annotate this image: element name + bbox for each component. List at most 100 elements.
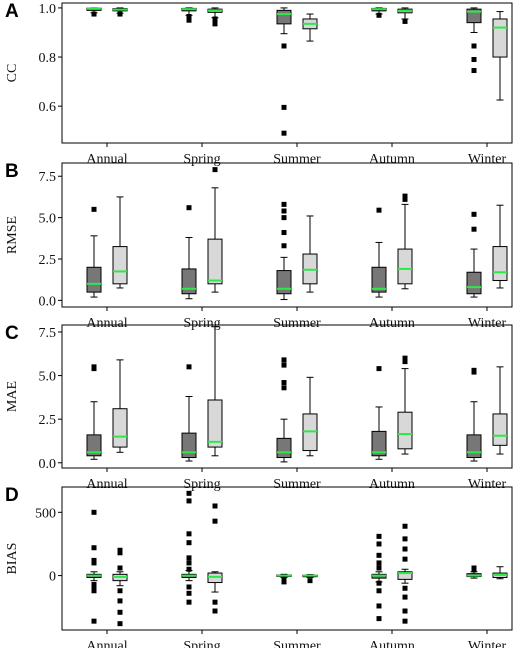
box-spring-light bbox=[207, 326, 223, 457]
box-spring-dark bbox=[181, 205, 197, 300]
y-axis-label: RMSE bbox=[5, 216, 20, 254]
x-tick-label: Winter bbox=[468, 639, 507, 648]
y-tick-label: 0.8 bbox=[39, 51, 57, 66]
plot-frame bbox=[61, 324, 513, 469]
outlier-point bbox=[402, 536, 408, 542]
x-tick-label: Annual bbox=[86, 477, 127, 492]
y-axis-label: CC bbox=[5, 64, 20, 83]
outlier-point bbox=[402, 18, 408, 24]
outlier-point bbox=[212, 503, 218, 509]
outlier-point bbox=[91, 581, 97, 587]
x-tick-label: Winter bbox=[468, 152, 507, 167]
plot-frame bbox=[61, 486, 513, 631]
outlier-point bbox=[91, 560, 97, 566]
outlier-point bbox=[376, 603, 382, 609]
box-spring-light bbox=[207, 503, 223, 614]
outlier-point bbox=[376, 552, 382, 558]
outlier-point bbox=[186, 531, 192, 537]
outlier-point bbox=[471, 367, 477, 373]
outlier-point bbox=[91, 364, 97, 370]
box-body bbox=[371, 430, 387, 457]
x-tick-label: Annual bbox=[86, 316, 127, 331]
box-annual-light bbox=[112, 547, 128, 627]
y-tick-label: 0.6 bbox=[39, 100, 57, 115]
outlier-point bbox=[91, 206, 97, 212]
outlier-point bbox=[212, 608, 218, 614]
box-summer-light bbox=[302, 13, 318, 42]
outlier-point bbox=[281, 230, 287, 236]
x-tick-label: Summer bbox=[273, 316, 321, 331]
y-axis-label: BIAS bbox=[5, 543, 20, 575]
outlier-point bbox=[117, 565, 123, 571]
outlier-point bbox=[186, 555, 192, 561]
outlier-point bbox=[376, 533, 382, 539]
y-tick-label: 5.0 bbox=[39, 370, 57, 385]
box-summer-light bbox=[302, 376, 318, 457]
outlier-point bbox=[281, 208, 287, 214]
outlier-point bbox=[212, 21, 218, 27]
outlier-point bbox=[281, 576, 287, 582]
panel-b: B RMSE 0.0 2.5 5.0 7.5 Annual Spring Summer Autum… bbox=[5, 161, 513, 331]
outlier-point bbox=[186, 590, 192, 596]
outlier-point bbox=[471, 56, 477, 62]
box-winter-light bbox=[492, 204, 508, 289]
box-annual-light bbox=[112, 359, 128, 453]
outlier-point bbox=[376, 565, 382, 571]
y-tick-label: 0 bbox=[49, 570, 56, 585]
box-body bbox=[397, 571, 413, 580]
x-tick-label: Autumn bbox=[369, 152, 415, 167]
outlier-point bbox=[402, 359, 408, 365]
outlier-point bbox=[281, 385, 287, 391]
outlier-point bbox=[471, 43, 477, 49]
outlier-point bbox=[117, 11, 123, 17]
x-tick-label: Annual bbox=[86, 639, 127, 648]
box-autumn-dark bbox=[371, 207, 387, 298]
panel-a: A CC 0.6 0.8 1.0 Annual Spring Summer Autumn Wint… bbox=[5, 1, 513, 167]
outlier-point bbox=[471, 68, 477, 74]
box-spring-dark bbox=[181, 490, 197, 605]
panel-d: D BIAS 0 500 Annual Spring Summer Autumn Winter bbox=[5, 485, 513, 648]
x-tick-label: Summer bbox=[273, 152, 321, 167]
outlier-point bbox=[91, 585, 97, 591]
box-autumn-light bbox=[397, 355, 413, 455]
y-tick-label: 0.0 bbox=[39, 294, 57, 309]
box-body bbox=[397, 248, 413, 285]
box-body bbox=[276, 9, 292, 25]
outlier-point bbox=[212, 599, 218, 605]
outlier-point bbox=[186, 364, 192, 370]
panel-letter: A bbox=[5, 1, 19, 22]
box-annual-dark bbox=[86, 7, 102, 17]
box-body bbox=[466, 271, 482, 295]
box-annual-dark bbox=[86, 364, 102, 460]
box-winter-dark bbox=[466, 367, 482, 462]
outlier-point bbox=[281, 130, 287, 136]
box-autumn-dark bbox=[371, 7, 387, 18]
outlier-point bbox=[117, 547, 123, 553]
outlier-point bbox=[117, 588, 123, 594]
outlier-point bbox=[186, 584, 192, 590]
box-body bbox=[86, 266, 102, 293]
outlier-point bbox=[281, 362, 287, 368]
outlier-point bbox=[402, 193, 408, 199]
outlier-point bbox=[376, 12, 382, 18]
outlier-point bbox=[117, 598, 123, 604]
box-autumn-dark bbox=[371, 533, 387, 622]
box-winter-dark bbox=[466, 7, 482, 74]
box-autumn-light bbox=[397, 193, 413, 290]
box-summer-dark bbox=[276, 573, 292, 585]
outlier-point bbox=[91, 11, 97, 17]
panel-c: C MAE 0.0 2.5 5.0 7.5 Annual Spring Summer Autumn… bbox=[5, 323, 513, 492]
panel-letter: C bbox=[5, 323, 19, 344]
box-winter-dark bbox=[466, 211, 482, 298]
outlier-point bbox=[281, 357, 287, 363]
outlier-point bbox=[117, 550, 123, 556]
x-tick-label: Spring bbox=[183, 639, 220, 648]
panel-letter: D bbox=[5, 485, 19, 506]
box-winter-light bbox=[492, 366, 508, 455]
y-tick-label: 5.0 bbox=[39, 212, 57, 227]
box-body bbox=[397, 411, 413, 450]
panel-letter: B bbox=[5, 161, 19, 182]
box-body bbox=[112, 246, 128, 285]
outlier-point bbox=[376, 541, 382, 547]
y-tick-label: 500 bbox=[35, 506, 56, 521]
